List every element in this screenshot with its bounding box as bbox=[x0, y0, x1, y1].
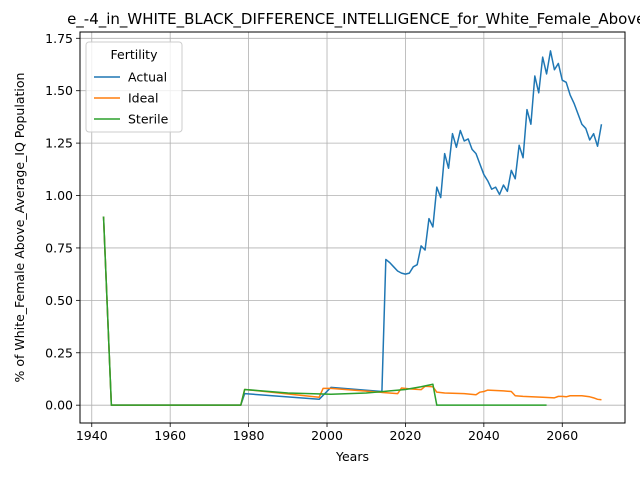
y-tick-label: 1.00 bbox=[45, 188, 73, 203]
legend-label-sterile: Sterile bbox=[128, 112, 169, 127]
y-axis-label: % of White_Female Above_Average_IQ Popul… bbox=[12, 73, 27, 383]
x-tick-label: 2060 bbox=[546, 428, 578, 443]
x-tick-label: 1980 bbox=[233, 428, 265, 443]
y-tick-label: 0.75 bbox=[45, 240, 73, 255]
legend-label-actual: Actual bbox=[128, 70, 167, 85]
x-tick-label: 2040 bbox=[468, 428, 500, 443]
x-tick-label: 2000 bbox=[311, 428, 343, 443]
x-axis: 1940 1960 1980 2000 2020 2040 2060 bbox=[76, 423, 578, 443]
y-tick-label: 0.50 bbox=[45, 293, 73, 308]
y-tick-label: 0.00 bbox=[45, 398, 73, 413]
y-tick-label: 1.75 bbox=[45, 31, 73, 46]
chart-title: e_-4_in_WHITE_BLACK_DIFFERENCE_INTELLIGE… bbox=[67, 10, 640, 29]
series-line-ideal bbox=[104, 216, 602, 405]
legend: Fertility Actual Ideal Sterile bbox=[86, 42, 182, 132]
y-tick-label: 0.25 bbox=[45, 345, 73, 360]
legend-title: Fertility bbox=[111, 47, 159, 62]
legend-label-ideal: Ideal bbox=[128, 91, 158, 106]
x-tick-label: 2020 bbox=[390, 428, 422, 443]
y-tick-label: 1.50 bbox=[45, 83, 73, 98]
x-axis-label: Years bbox=[335, 449, 369, 464]
y-axis: 0.00 0.25 0.50 0.75 1.00 1.25 1.50 1.75 bbox=[45, 31, 80, 413]
x-tick-label: 1940 bbox=[76, 428, 108, 443]
y-tick-label: 1.25 bbox=[45, 136, 73, 151]
x-tick-label: 1960 bbox=[154, 428, 186, 443]
